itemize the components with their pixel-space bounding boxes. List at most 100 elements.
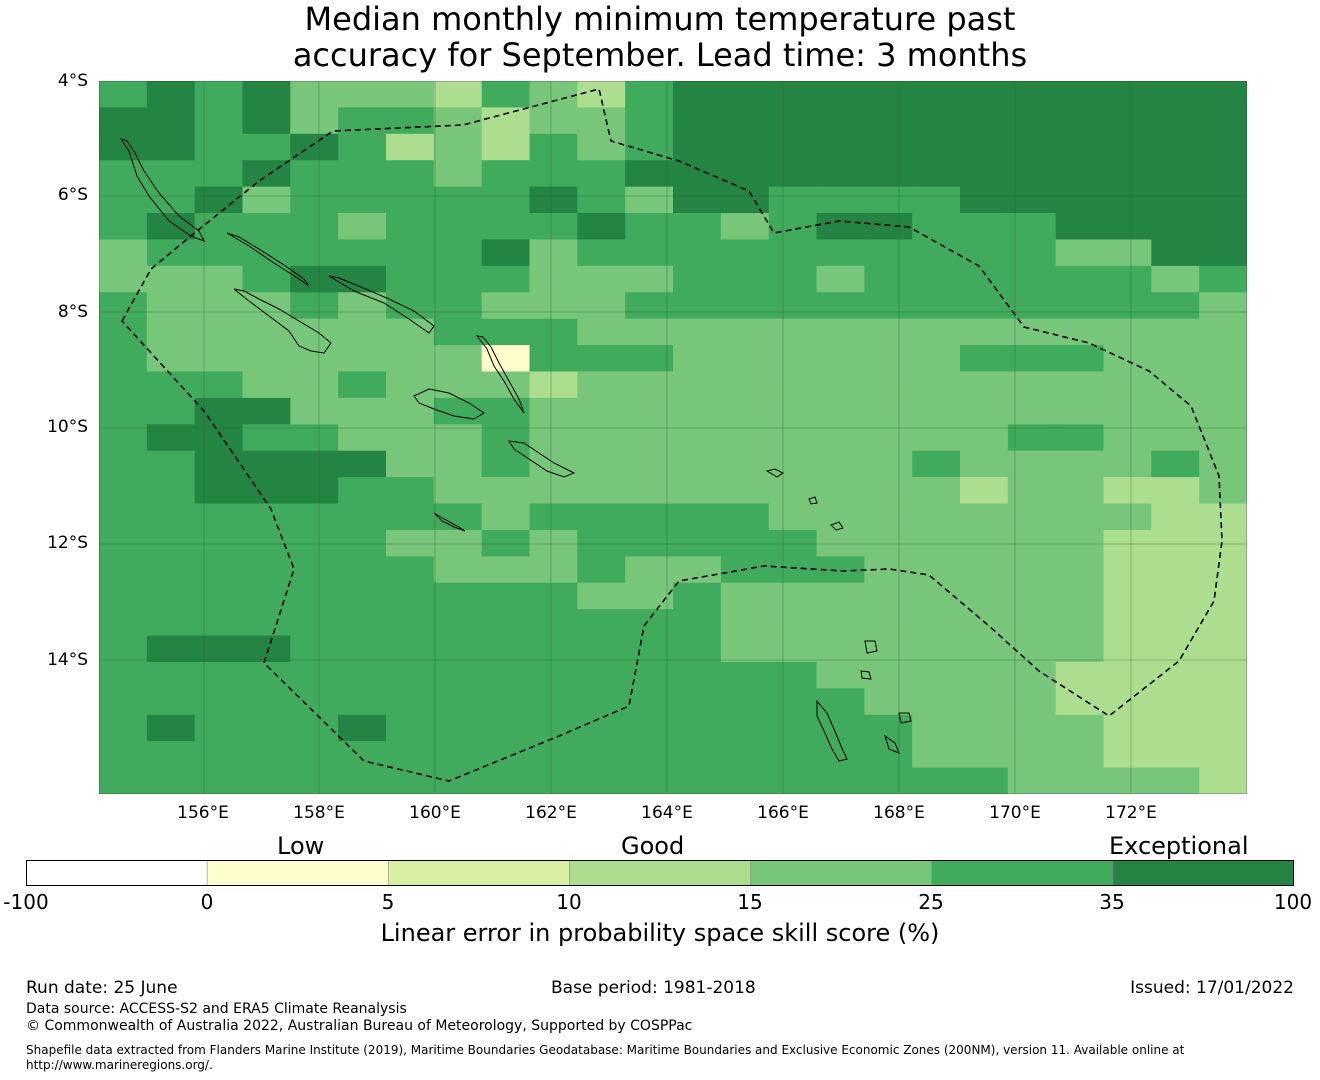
skill-grid-cell xyxy=(1103,609,1152,637)
skill-grid-cell xyxy=(481,345,531,373)
legend-tick-0: 0 xyxy=(200,890,214,914)
skill-grid-cell xyxy=(433,81,483,109)
skill-grid-cell xyxy=(912,239,961,267)
legend-colorbar xyxy=(26,860,1294,886)
skill-grid-cell xyxy=(1103,160,1152,188)
skill-grid-cell xyxy=(673,81,722,109)
skill-grid-cell xyxy=(1103,107,1152,135)
skill-grid-cell xyxy=(99,503,148,531)
skill-grid-cell xyxy=(1055,239,1105,267)
skill-grid-cell xyxy=(577,292,626,320)
skill-grid-cell xyxy=(1007,609,1057,637)
skill-grid-cell xyxy=(625,477,674,505)
legend-tick-15: 15 xyxy=(737,890,763,914)
skill-grid-cell xyxy=(481,688,531,716)
colorbar-segment xyxy=(206,860,390,886)
skill-grid-cell xyxy=(864,503,913,531)
skill-grid-cell xyxy=(194,556,244,584)
skill-grid-cell xyxy=(529,265,578,293)
skill-grid-cell xyxy=(1151,529,1200,557)
skill-grid-cell xyxy=(768,688,818,716)
skill-grid-cell xyxy=(194,529,244,557)
skill-grid-cell xyxy=(577,582,626,610)
skill-grid-cell xyxy=(768,371,818,399)
skill-grid-cell xyxy=(864,397,913,425)
chart-title-line-2: accuracy for September. Lead time: 3 mon… xyxy=(292,36,1028,74)
skill-grid-cell xyxy=(1199,371,1247,399)
skill-grid-cell xyxy=(481,318,531,346)
skill-grid-cell xyxy=(433,450,483,478)
skill-grid-cell xyxy=(146,661,196,689)
skill-grid-cell xyxy=(433,318,483,346)
skill-grid-cell xyxy=(1103,635,1152,663)
skill-grid-cell xyxy=(194,503,244,531)
skill-grid-cell xyxy=(338,265,387,293)
skill-grid-cell xyxy=(481,239,531,267)
skill-grid-cell xyxy=(1151,424,1200,452)
skill-grid-cell xyxy=(673,424,722,452)
skill-grid-cell xyxy=(577,767,626,794)
skill-grid-cell xyxy=(1199,160,1247,188)
skill-grid-cell xyxy=(673,397,722,425)
skill-grid-cell xyxy=(481,767,531,794)
skill-grid-cell xyxy=(194,186,244,214)
shapefile-credit: Shapefile data extracted from Flanders M… xyxy=(26,1043,1185,1057)
skill-grid-cell xyxy=(1055,107,1105,135)
skill-grid-cell xyxy=(146,213,196,241)
issued-date: Issued: 17/01/2022 xyxy=(1130,978,1294,998)
skill-grid-cell xyxy=(577,529,626,557)
skill-grid-cell xyxy=(1103,213,1152,241)
skill-grid-cell xyxy=(99,186,148,214)
skill-grid-cell xyxy=(1055,503,1105,531)
skill-grid-cell xyxy=(1055,160,1105,188)
skill-grid-cell xyxy=(1007,688,1057,716)
skill-grid-cell xyxy=(386,265,435,293)
skill-grid-cell xyxy=(673,371,722,399)
skill-grid-cell xyxy=(1199,186,1247,214)
skill-grid-cell xyxy=(1151,661,1200,689)
skill-grid-cell xyxy=(720,397,770,425)
skill-grid-cell xyxy=(1151,186,1200,214)
skill-grid-cell xyxy=(1151,556,1200,584)
legend-tick-25: 25 xyxy=(918,890,944,914)
lat-label-6s: 6°S xyxy=(57,185,88,205)
skill-grid-cell xyxy=(816,81,865,109)
island-espiritu-santo xyxy=(816,699,848,762)
skill-grid-cell xyxy=(768,265,818,293)
skill-grid-cell xyxy=(146,371,196,399)
skill-grid-cell xyxy=(481,81,531,109)
skill-grid-cell xyxy=(194,741,244,769)
skill-grid-cell xyxy=(481,265,531,293)
skill-grid-cell xyxy=(1007,186,1057,214)
skill-grid-cell xyxy=(864,160,913,188)
skill-grid-cell xyxy=(529,741,578,769)
skill-grid-cell xyxy=(433,609,483,637)
skill-grid-cell xyxy=(529,81,578,109)
skill-grid-cell xyxy=(960,741,1009,769)
skill-grid-cell xyxy=(146,318,196,346)
skill-grid-cell xyxy=(194,477,244,505)
skill-grid-cell xyxy=(960,107,1009,135)
skill-grid-cell xyxy=(720,213,770,241)
skill-grid-cell xyxy=(99,213,148,241)
island-malaita xyxy=(475,335,525,414)
skill-grid-cell xyxy=(768,81,818,109)
skill-grid-cell xyxy=(529,107,578,135)
skill-grid-cell xyxy=(864,345,913,373)
skill-grid-cell xyxy=(577,609,626,637)
skill-grid-cell xyxy=(673,239,722,267)
skill-grid-cell xyxy=(194,688,244,716)
skill-grid-cell xyxy=(1007,265,1057,293)
colorbar-segment xyxy=(1112,860,1294,886)
skill-grid-cell xyxy=(242,741,291,769)
skill-grid-cell xyxy=(577,688,626,716)
island-malakula xyxy=(884,734,900,754)
skill-grid-cell xyxy=(720,503,770,531)
skill-grid-cell xyxy=(338,529,387,557)
skill-grid-cell xyxy=(529,292,578,320)
skill-grid-cell xyxy=(912,345,961,373)
skill-grid-cell xyxy=(720,265,770,293)
skill-grid-cell xyxy=(1055,186,1105,214)
skill-grid-cell xyxy=(242,81,291,109)
skill-grid-cell xyxy=(673,635,722,663)
